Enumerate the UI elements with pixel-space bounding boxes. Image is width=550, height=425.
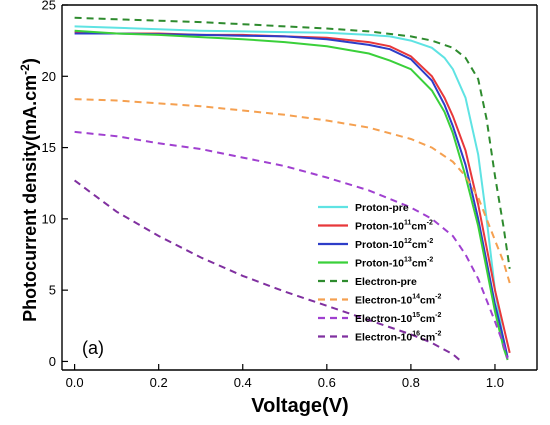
y-tick-label: 0 [49, 354, 56, 369]
y-tick-label: 5 [49, 283, 56, 298]
series-layer [74, 16, 511, 363]
y-tick-label: 20 [42, 69, 56, 84]
legend-label-5: Electron-1014cm-2 [355, 294, 442, 307]
legend-label-1: Proton-1011cm-2 [355, 220, 433, 233]
plot-area [61, 4, 538, 371]
x-tick-label: 0.6 [318, 375, 336, 390]
legend-label-3: Proton-1013cm-2 [355, 257, 433, 270]
panel-label: (a) [82, 338, 104, 358]
x-tick-label: 0.0 [66, 375, 84, 390]
legend-label-6: Electron-1015cm-2 [355, 312, 442, 325]
legend-label-7: Electron-1016cm-2 [355, 331, 442, 344]
x-tick-label: 1.0 [486, 375, 504, 390]
legend-label-4: Electron-pre [355, 276, 417, 288]
series-line-1 [74, 31, 511, 354]
x-tick-label: 0.2 [150, 375, 168, 390]
y-axis-title-tail: ) [20, 58, 40, 64]
series-line-2 [74, 32, 509, 358]
series-line-5 [74, 98, 511, 284]
x-tick-label: 0.4 [234, 375, 252, 390]
series-line-7 [74, 179, 462, 363]
series-line-4 [74, 16, 511, 269]
x-tick-label: 0.8 [402, 375, 420, 390]
y-axis-title: Photocurrent density(mA.cm-2) [18, 58, 40, 322]
x-axis-title: Voltage(V) [251, 395, 348, 417]
series-line-0 [74, 25, 509, 359]
y-tick-label: 15 [42, 140, 56, 155]
y-tick-label: 25 [42, 0, 56, 13]
legend: Proton-pre Proton-1011cm-2 Proton-1012cm-2… [318, 202, 442, 344]
legend-label-2: Proton-1012cm-2 [355, 238, 433, 251]
series-line-6 [74, 130, 509, 359]
y-tick-label: 10 [42, 211, 56, 226]
legend-label-0: Proton-pre [355, 202, 409, 214]
series-line-3 [74, 29, 509, 361]
y-axis-title-sup: -2 [18, 64, 32, 75]
y-axis-title-main: Photocurrent density(mA.cm [20, 75, 40, 322]
tick-group: 0.0 0.2 0.4 0.6 0.8 1.0 0 5 10 15 20 25 [42, 0, 504, 390]
